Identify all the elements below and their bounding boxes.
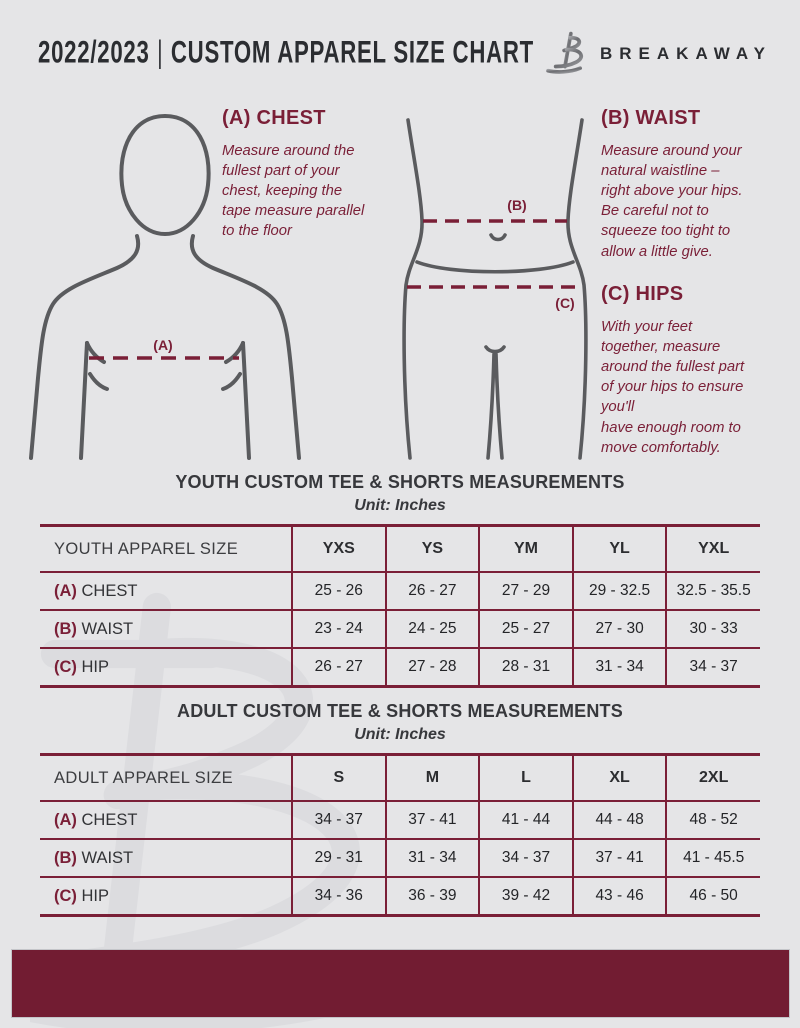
measurement-cell: 27 - 30 xyxy=(571,610,667,649)
table-row: (C) HIP 26 - 27 27 - 28 28 - 31 31 - 34 34 - … xyxy=(40,648,760,688)
row-label: (C) HIP xyxy=(40,877,292,917)
measurement-cell: 29 - 31 xyxy=(291,839,386,878)
chest-instructions: (A) CHEST Measure around the fullest par… xyxy=(222,107,404,242)
adult-table-title: ADULT CUSTOM TEE & SHORTS MEASUREMENTS xyxy=(177,701,623,721)
measurement-cell: 37 - 41 xyxy=(384,801,480,840)
size-column-header: 2XL xyxy=(665,753,760,802)
size-column-header: YM xyxy=(478,524,573,573)
waist-heading: (B) WAIST xyxy=(601,107,701,129)
measurement-cell: 41 - 44 xyxy=(478,801,573,840)
season-label: 2022/2023 xyxy=(38,35,150,70)
measurement-cell: 25 - 26 xyxy=(291,572,386,611)
youth-size-table: YOUTH APPAREL SIZE YXS YS YM YL YXL (A) CHEST 2… xyxy=(40,524,760,688)
adult-table-unit: Unit: Inches xyxy=(354,726,446,743)
waist-marker-label: (B) xyxy=(507,197,526,213)
row-label-prefix: (B) xyxy=(54,619,77,638)
size-column-header: L xyxy=(478,753,573,802)
chest-heading: (A) CHEST xyxy=(222,107,326,129)
chest-body-text: Measure around the fullest part of your … xyxy=(222,143,365,240)
chart-title: CUSTOM APPAREL SIZE CHART xyxy=(170,35,534,70)
hips-marker-label: (C) xyxy=(555,295,574,311)
adult-section-header: ADULT CUSTOM TEE & SHORTS MEASUREMENTS U… xyxy=(40,701,760,744)
measurement-cell: 27 - 28 xyxy=(384,648,480,688)
measurement-cell: 29 - 32.5 xyxy=(571,572,667,611)
measurement-cell: 26 - 27 xyxy=(384,572,480,611)
measurement-cell: 34 - 37 xyxy=(291,801,386,840)
measurement-cell: 27 - 29 xyxy=(478,572,573,611)
row-label: (C) HIP xyxy=(40,648,292,688)
upper-body-figure: (A) xyxy=(29,113,301,460)
size-column-header: YXL xyxy=(665,524,760,573)
youth-section-header: YOUTH CUSTOM TEE & SHORTS MEASUREMENTS U… xyxy=(40,472,760,515)
row-label: (B) WAIST xyxy=(40,610,292,649)
measurement-cell: 41 - 45.5 xyxy=(665,839,760,878)
page-title: 2022/2023 | CUSTOM APPAREL SIZE CHART xyxy=(38,35,534,70)
measurement-cell: 37 - 41 xyxy=(571,839,667,878)
adult-size-table: ADULT APPAREL SIZE S M L XL 2XL (A) CHEST 34 - … xyxy=(40,753,760,917)
row-label-prefix: (A) xyxy=(54,810,77,829)
size-column-header: YS xyxy=(384,524,480,573)
table-row: (C) HIP 34 - 36 36 - 39 39 - 42 43 - 46 46 - … xyxy=(40,877,760,917)
measurement-cell: 34 - 37 xyxy=(478,839,573,878)
size-column-header: M xyxy=(384,753,480,802)
row-label-prefix: (C) xyxy=(54,657,77,676)
row-label-prefix: (A) xyxy=(54,581,77,600)
measurement-cell: 43 - 46 xyxy=(571,877,667,917)
measurement-cell: 36 - 39 xyxy=(384,877,480,917)
measurement-cell: 44 - 48 xyxy=(571,801,667,840)
table-row: (A) CHEST 34 - 37 37 - 41 41 - 44 44 - 48 48 … xyxy=(40,801,760,840)
measurement-cell: 23 - 24 xyxy=(291,610,386,649)
waist-body-text: Measure around your natural waistline – … xyxy=(601,143,743,260)
measurement-cell: 34 - 36 xyxy=(291,877,386,917)
measurement-cell: 31 - 34 xyxy=(384,839,480,878)
youth-table-title: YOUTH CUSTOM TEE & SHORTS MEASUREMENTS xyxy=(175,472,625,492)
measurement-cell: 34 - 37 xyxy=(665,648,760,688)
table-row: (B) WAIST 23 - 24 24 - 25 25 - 27 27 - 30 30 … xyxy=(40,610,760,649)
row-label-prefix: (B) xyxy=(54,848,77,867)
size-column-header: S xyxy=(291,753,386,802)
table-row: (A) CHEST 25 - 26 26 - 27 27 - 29 29 - 32.5 3… xyxy=(40,572,760,611)
hips-instructions: (C) HIPS With your feet together, measur… xyxy=(601,283,800,458)
hips-body-text: With your feet together, measure around … xyxy=(601,319,745,456)
table-header-row: YOUTH APPAREL SIZE YXS YS YM YL YXL xyxy=(40,524,760,573)
waist-instructions: (B) WAIST Measure around your natural wa… xyxy=(601,107,796,262)
hips-heading: (C) HIPS xyxy=(601,283,684,305)
brand-name: BREAKAWAY xyxy=(600,44,772,63)
breakaway-logo-icon xyxy=(546,31,584,74)
measurement-cell: 30 - 33 xyxy=(665,610,760,649)
measurement-cell: 26 - 27 xyxy=(291,648,386,688)
apparel-size-header: YOUTH APPAREL SIZE xyxy=(40,524,292,573)
measurement-cell: 24 - 25 xyxy=(384,610,480,649)
measurement-cell: 32.5 - 35.5 xyxy=(665,572,760,611)
row-label: (A) CHEST xyxy=(40,572,292,611)
size-column-header: XL xyxy=(571,753,667,802)
measurement-cell: 48 - 52 xyxy=(665,801,760,840)
lower-body-figure: (B) (C) xyxy=(402,118,588,460)
size-column-header: YL xyxy=(571,524,667,573)
measurement-cell: 25 - 27 xyxy=(478,610,573,649)
row-label: (B) WAIST xyxy=(40,839,292,878)
measurement-cell: 31 - 34 xyxy=(571,648,667,688)
measurement-cell: 46 - 50 xyxy=(665,877,760,917)
apparel-size-header: ADULT APPAREL SIZE xyxy=(40,753,292,802)
youth-table-unit: Unit: Inches xyxy=(354,497,446,514)
table-header-row: ADULT APPAREL SIZE S M L XL 2XL xyxy=(40,753,760,802)
measurement-cell: 39 - 42 xyxy=(478,877,573,917)
chest-marker-label: (A) xyxy=(153,337,172,353)
row-label: (A) CHEST xyxy=(40,801,292,840)
title-divider: | xyxy=(157,35,164,70)
measurement-cell: 28 - 31 xyxy=(478,648,573,688)
row-label-prefix: (C) xyxy=(54,886,77,905)
size-column-header: YXS xyxy=(291,524,386,573)
footer-bar xyxy=(11,949,790,1018)
table-row: (B) WAIST 29 - 31 31 - 34 34 - 37 37 - 41 41 … xyxy=(40,839,760,878)
